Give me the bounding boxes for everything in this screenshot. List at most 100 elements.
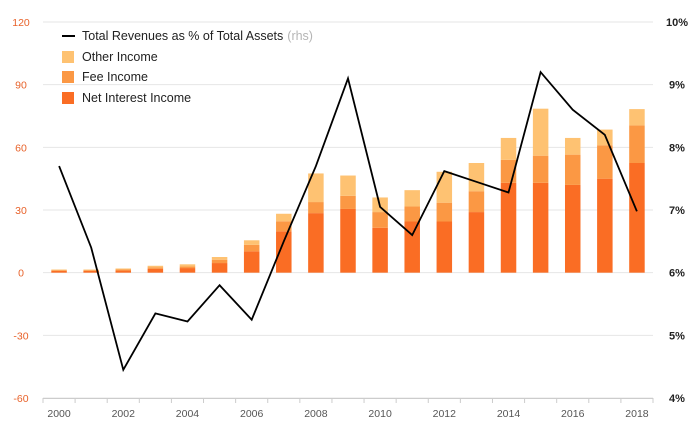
x-tick-label: 2010 xyxy=(368,408,392,420)
x-tick-label: 2016 xyxy=(561,408,585,420)
line-revenues-pct-assets xyxy=(58,70,638,373)
y-left-tick-label: -60 xyxy=(13,393,28,405)
bar-segment xyxy=(468,163,485,192)
x-tick-label: 2004 xyxy=(176,408,200,420)
x-tick-label: 2008 xyxy=(304,408,328,420)
bar-segment xyxy=(179,268,196,273)
bar-segment xyxy=(629,163,645,273)
x-tick-label: 2014 xyxy=(497,408,521,420)
right-y-axis: 10% 9% 8% 7% 6% 5% 4% xyxy=(666,17,688,405)
bar-segment xyxy=(340,195,356,209)
bar-segment xyxy=(468,191,485,213)
bar-segment xyxy=(243,240,260,245)
bar-segment xyxy=(179,266,196,269)
bar-segment xyxy=(276,213,292,222)
y-left-tick-label: 60 xyxy=(15,142,27,154)
bar-segment xyxy=(468,212,485,273)
bar-segment xyxy=(564,137,581,155)
bar-segment xyxy=(115,270,132,273)
legend-swatch xyxy=(62,71,74,84)
bar-segment xyxy=(308,202,324,214)
bar-segment xyxy=(500,137,517,160)
bar-segment xyxy=(83,270,99,271)
bar-segment xyxy=(83,269,99,271)
y-right-tick-label: 5% xyxy=(669,330,685,342)
bar-segment xyxy=(372,212,388,228)
bar-segment xyxy=(147,265,164,268)
legend-item-net-interest-income: Net Interest Income xyxy=(62,88,313,109)
legend-swatch xyxy=(62,50,74,63)
bar-segment xyxy=(51,269,67,271)
y-right-tick-label: 6% xyxy=(669,268,685,280)
bar-segment xyxy=(597,145,613,179)
y-left-tick-label: 0 xyxy=(18,268,24,280)
legend-note: (rhs) xyxy=(287,29,313,44)
bar-segment xyxy=(532,182,549,273)
bar-segment xyxy=(211,257,228,260)
y-left-tick-label: 30 xyxy=(15,205,27,217)
bar-segment xyxy=(404,221,420,273)
line-series xyxy=(58,70,638,373)
bar-segment xyxy=(243,244,260,252)
x-tick-label: 2006 xyxy=(240,408,264,420)
bar-segment xyxy=(404,190,420,207)
y-left-tick-label: 90 xyxy=(15,80,27,92)
bar-segment xyxy=(436,221,453,273)
bar-segment xyxy=(340,175,356,196)
x-axis: 2000 2002 2004 2006 2008 2010 2012 2014 2016 2018 xyxy=(42,398,654,420)
bar-segment xyxy=(372,227,388,273)
bar-segment xyxy=(179,264,196,267)
bar-segment xyxy=(83,270,99,273)
legend-item-other-income: Other Income xyxy=(62,47,313,68)
legend-swatch xyxy=(62,91,74,104)
bar-segment xyxy=(629,109,645,126)
bar-segment xyxy=(436,171,453,203)
bar-segment xyxy=(597,178,613,273)
bar-segment xyxy=(276,221,292,232)
legend: Total Revenues as % of Total Assets (rhs… xyxy=(62,26,313,108)
bar-segment xyxy=(500,182,517,273)
y-right-tick-label: 10% xyxy=(666,17,688,29)
legend-line-swatch xyxy=(62,35,75,38)
legend-label: Total Revenues as % of Total Assets xyxy=(82,29,284,44)
bar-segment xyxy=(115,269,132,271)
bar-segment xyxy=(532,155,549,183)
bar-series xyxy=(51,108,645,273)
y-right-tick-label: 9% xyxy=(669,80,685,92)
bar-segment xyxy=(436,202,453,222)
bar-segment xyxy=(51,270,67,271)
legend-item-line: Total Revenues as % of Total Assets (rhs… xyxy=(62,26,313,47)
y-right-tick-label: 7% xyxy=(669,205,685,217)
left-y-axis: 120 90 60 30 0 -30 -60 xyxy=(12,17,30,405)
legend-label: Net Interest Income xyxy=(82,90,192,105)
bar-segment xyxy=(308,213,324,273)
bar-segment xyxy=(564,184,581,273)
bar-segment xyxy=(340,208,356,273)
legend-label: Other Income xyxy=(82,49,158,64)
bar-segment xyxy=(51,270,67,273)
y-right-tick-label: 8% xyxy=(669,142,685,154)
bar-segment xyxy=(276,231,292,273)
bar-segment xyxy=(211,263,228,273)
bar-segment xyxy=(147,268,164,273)
y-left-tick-label: 120 xyxy=(12,17,30,29)
bar-segment xyxy=(115,268,132,270)
bar-segment xyxy=(243,251,260,273)
bar-segment xyxy=(308,173,324,203)
y-left-tick-label: -30 xyxy=(13,330,28,342)
x-tick-label: 2018 xyxy=(625,408,649,420)
bar-segment xyxy=(564,154,581,185)
bar-segment xyxy=(404,206,420,222)
legend-label: Fee Income xyxy=(82,70,149,85)
bar-segment xyxy=(597,129,613,146)
bar-segment xyxy=(629,125,645,163)
bar-segment xyxy=(211,259,228,264)
legend-item-fee-income: Fee Income xyxy=(62,67,313,88)
bar-segment xyxy=(532,108,549,156)
x-tick-label: 2000 xyxy=(47,408,71,420)
y-right-tick-label: 4% xyxy=(669,393,685,405)
x-tick-label: 2002 xyxy=(112,408,136,420)
bar-segment xyxy=(147,267,164,269)
x-tick-label: 2012 xyxy=(433,408,457,420)
